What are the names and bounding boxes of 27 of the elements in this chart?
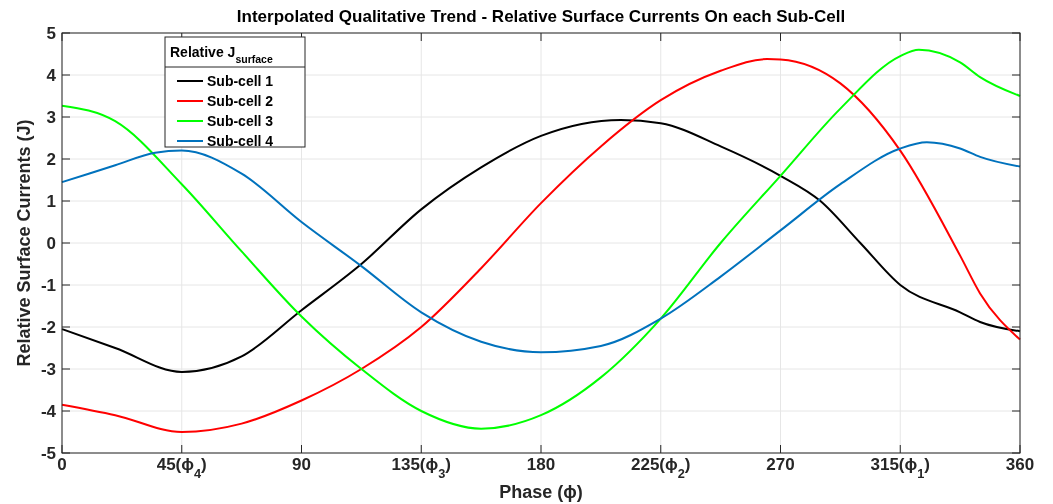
x-tick-label: 270 <box>766 455 795 474</box>
y-axis-title: Relative Surface Currents (J) <box>14 119 34 367</box>
legend-label: Sub-cell 2 <box>207 93 274 109</box>
x-axis-title: Phase (ϕ) <box>499 482 583 502</box>
legend-label: Sub-cell 1 <box>207 73 274 89</box>
legend-label: Sub-cell 4 <box>207 133 274 149</box>
chart-title: Interpolated Qualitative Trend - Relative Surface Currents On each Sub-Cell <box>236 7 846 26</box>
y-tick-label: 3 <box>46 108 56 127</box>
x-tick-label: 315(ϕ$_{1}$) <box>870 455 931 481</box>
y-tick-label: -3 <box>40 360 56 379</box>
x-tick-label: 135(ϕ$_{3}$) <box>391 455 452 481</box>
y-tick-label: -5 <box>40 444 56 463</box>
y-tick-label: -1 <box>40 276 56 295</box>
y-tick-label: 2 <box>46 150 56 169</box>
y-tick-label: -4 <box>40 402 57 421</box>
x-tick-label: 225(ϕ$_{2}$) <box>630 455 691 481</box>
legend-label: Sub-cell 3 <box>207 113 274 129</box>
y-tick-label: 1 <box>46 192 56 211</box>
y-tick-label: 4 <box>46 66 57 85</box>
x-tick-label: 360 <box>1005 455 1035 474</box>
x-tick-label: 45(ϕ$_{4}$) <box>156 455 207 481</box>
y-tick-label: 5 <box>46 24 56 43</box>
x-tick-label: 90 <box>292 455 311 474</box>
legend-title: Relative J$_{surface}$ <box>170 44 273 65</box>
x-tick-label: 180 <box>526 455 556 474</box>
y-tick-label: -2 <box>40 318 56 337</box>
y-tick-label: 0 <box>46 234 56 253</box>
